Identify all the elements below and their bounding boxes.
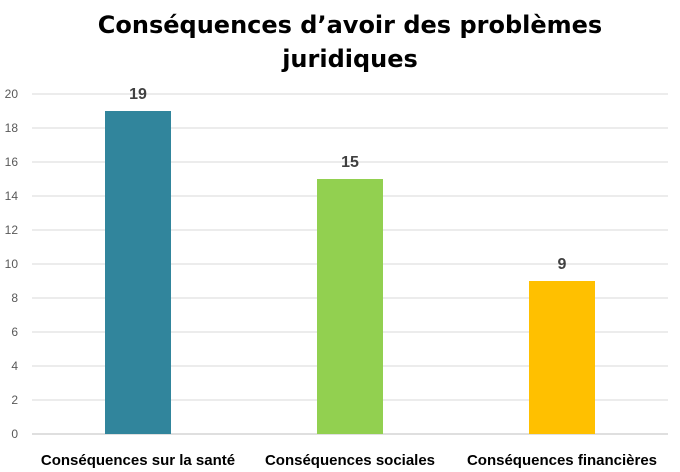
- y-tick-label: 12: [5, 223, 19, 237]
- data-label: 15: [341, 154, 359, 171]
- y-tick-label: 2: [11, 393, 18, 407]
- y-tick-label: 14: [5, 189, 19, 203]
- y-tick-label: 18: [5, 121, 19, 135]
- y-tick-label: 4: [11, 359, 18, 373]
- x-tick-label: Conséquences sociales: [265, 452, 435, 469]
- y-tick-label: 0: [11, 427, 18, 441]
- y-tick-label: 16: [5, 155, 19, 169]
- x-tick-label: Conséquences financières: [467, 452, 657, 469]
- data-label: 9: [558, 256, 567, 273]
- y-tick-label: 6: [11, 325, 18, 339]
- data-label: 19: [129, 86, 147, 103]
- chart-title: Conséquences d’avoir des problèmes jurid…: [97, 11, 603, 73]
- bar: [317, 179, 383, 434]
- bar: [529, 281, 595, 434]
- x-tick-label: Conséquences sur la santé: [41, 452, 235, 469]
- y-tick-label: 10: [5, 257, 19, 271]
- y-tick-label: 8: [11, 291, 18, 305]
- y-tick-label: 20: [5, 87, 19, 101]
- bar: [105, 111, 171, 434]
